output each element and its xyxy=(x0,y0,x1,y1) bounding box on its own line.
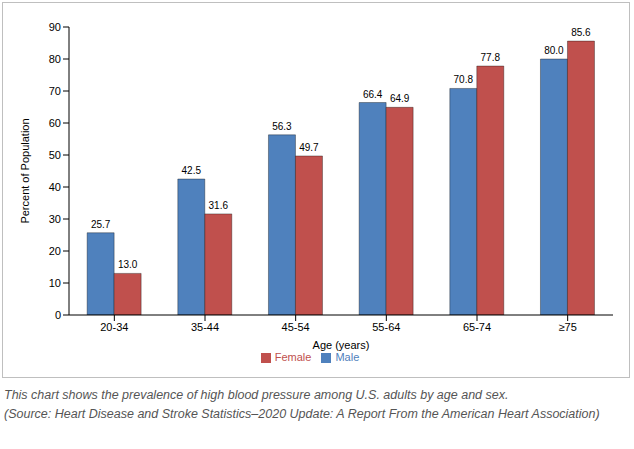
svg-text:Age (years): Age (years) xyxy=(313,339,370,351)
svg-text:45-54: 45-54 xyxy=(282,321,310,333)
svg-text:56.3: 56.3 xyxy=(272,121,292,132)
html-text:Female: Female xyxy=(274,351,312,363)
svg-text:20: 20 xyxy=(49,245,61,257)
html-text:(Source: Heart Disease and Str: (Source: Heart Disease and Stroke Statis… xyxy=(4,407,600,421)
html-text:Male: Male xyxy=(335,351,360,363)
svg-text:31.6: 31.6 xyxy=(209,200,229,211)
svg-text:20-34: 20-34 xyxy=(100,321,128,333)
svg-text:90: 90 xyxy=(49,21,61,33)
html-text:This chart shows the prevalenc: This chart shows the prevalence of high … xyxy=(4,388,509,402)
svg-text:66.4: 66.4 xyxy=(363,89,383,100)
svg-text:65-74: 65-74 xyxy=(463,321,491,333)
svg-text:55-64: 55-64 xyxy=(372,321,400,333)
svg-text:64.9: 64.9 xyxy=(390,93,410,104)
svg-text:85.6: 85.6 xyxy=(571,27,591,38)
svg-text:80.0: 80.0 xyxy=(544,45,564,56)
svg-text:80: 80 xyxy=(49,53,61,65)
svg-text:70: 70 xyxy=(49,85,61,97)
svg-text:13.0: 13.0 xyxy=(118,259,138,270)
svg-text:30: 30 xyxy=(49,213,61,225)
svg-text:70.8: 70.8 xyxy=(454,74,474,85)
svg-text:40: 40 xyxy=(49,181,61,193)
svg-text:77.8: 77.8 xyxy=(481,52,501,63)
svg-text:60: 60 xyxy=(49,117,61,129)
svg-text:42.5: 42.5 xyxy=(182,165,202,176)
svg-text:≥75: ≥75 xyxy=(559,321,577,333)
svg-text:49.7: 49.7 xyxy=(299,142,319,153)
svg-text:Percent of Population: Percent of Population xyxy=(19,118,31,223)
svg-text:10: 10 xyxy=(49,277,61,289)
svg-text:25.7: 25.7 xyxy=(91,219,111,230)
svg-text:0: 0 xyxy=(55,309,61,321)
svg-text:35-44: 35-44 xyxy=(191,321,219,333)
svg-text:50: 50 xyxy=(49,149,61,161)
